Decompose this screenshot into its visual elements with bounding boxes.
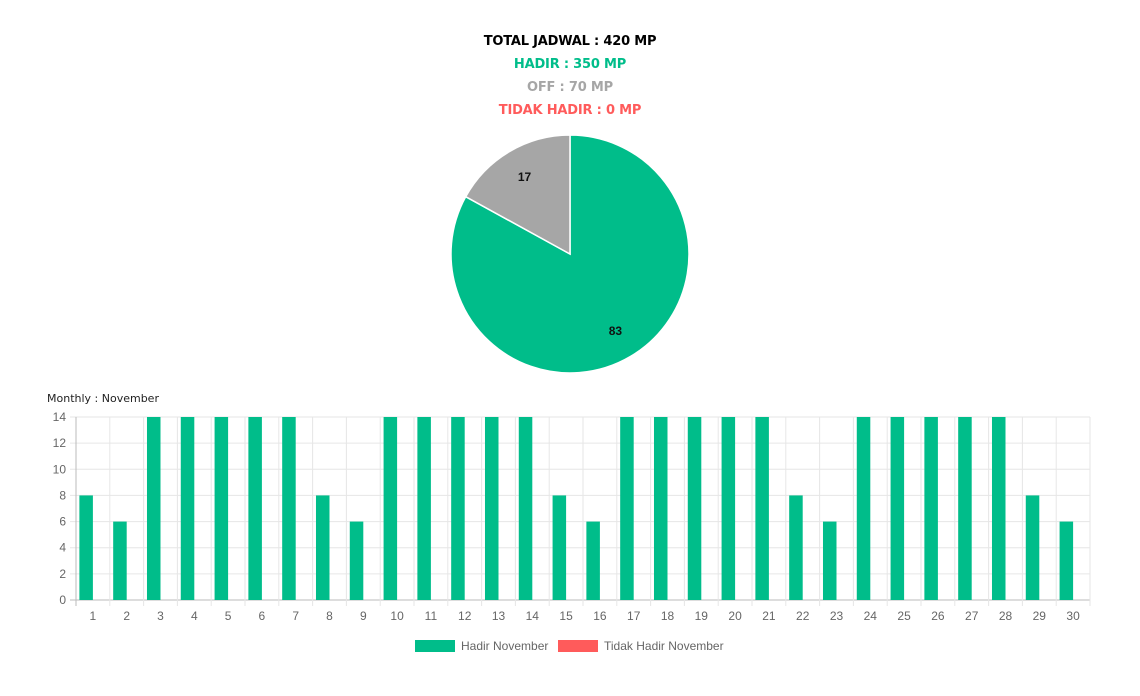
bar-hadir-7[interactable] xyxy=(282,417,296,600)
bar-hadir-25[interactable] xyxy=(890,417,905,600)
bar-hadir-18[interactable] xyxy=(653,417,668,600)
y-tick-label: 4 xyxy=(59,541,66,555)
x-tick-label: 1 xyxy=(90,609,97,623)
bar-hadir-6[interactable] xyxy=(248,417,262,600)
bar-hadir-11[interactable] xyxy=(417,417,431,600)
y-tick-label: 14 xyxy=(53,410,67,424)
bar-hadir-10[interactable] xyxy=(383,417,398,600)
bar-hadir-19[interactable] xyxy=(687,417,702,600)
pie-slice-label-0: 83 xyxy=(609,324,623,338)
x-tick-label: 18 xyxy=(661,609,675,623)
bar-hadir-9[interactable] xyxy=(349,521,364,600)
pie-slice-1[interactable] xyxy=(464,134,571,256)
legend-swatch-1[interactable] xyxy=(558,640,598,652)
bar-hadir-14[interactable] xyxy=(518,417,533,600)
legend-label-1[interactable]: Tidak Hadir November xyxy=(604,639,724,653)
x-tick-label: 27 xyxy=(965,609,979,623)
x-tick-label: 11 xyxy=(425,609,438,623)
bar-hadir-3[interactable] xyxy=(146,417,161,600)
bar-hadir-13[interactable] xyxy=(484,417,499,600)
x-tick-label: 12 xyxy=(458,609,472,623)
bar-hadir-20[interactable] xyxy=(721,417,736,600)
x-tick-label: 7 xyxy=(292,609,299,623)
y-tick-label: 12 xyxy=(53,436,67,450)
x-tick-label: 24 xyxy=(864,609,878,623)
x-tick-label: 23 xyxy=(830,609,844,623)
bar-hadir-2[interactable] xyxy=(113,521,127,600)
bar-hadir-24[interactable] xyxy=(856,417,871,600)
pie-slice-label-1: 17 xyxy=(518,170,532,184)
x-tick-label: 22 xyxy=(796,609,810,623)
attendance-pie-chart: 83 17 xyxy=(450,134,690,374)
off-count-label: OFF : 70 MP xyxy=(527,80,613,95)
x-tick-label: 3 xyxy=(157,609,164,623)
x-tick-label: 17 xyxy=(627,609,641,623)
present-count-label: HADIR : 350 MP xyxy=(513,57,627,72)
bar-hadir-4[interactable] xyxy=(180,417,195,600)
x-tick-label: 15 xyxy=(559,609,573,623)
bar-hadir-23[interactable] xyxy=(822,521,837,600)
x-tick-label: 29 xyxy=(1033,609,1047,623)
legend-swatch-0[interactable] xyxy=(415,640,455,652)
bar-hadir-29[interactable] xyxy=(1025,495,1040,600)
x-tick-label: 16 xyxy=(593,609,607,623)
x-tick-label: 30 xyxy=(1066,609,1080,623)
bar-hadir-1[interactable] xyxy=(79,495,93,600)
bar-hadir-5[interactable] xyxy=(214,417,229,600)
x-tick-label: 21 xyxy=(762,609,776,623)
x-tick-label: 28 xyxy=(999,609,1013,623)
legend-label-0[interactable]: Hadir November xyxy=(461,639,548,653)
y-tick-label: 0 xyxy=(59,593,66,607)
x-tick-label: 9 xyxy=(360,609,367,623)
bar-hadir-8[interactable] xyxy=(315,495,330,600)
y-tick-label: 8 xyxy=(59,488,66,502)
x-tick-label: 20 xyxy=(728,609,742,623)
x-tick-label: 25 xyxy=(897,609,911,623)
y-tick-label: 2 xyxy=(59,567,66,581)
bar-hadir-21[interactable] xyxy=(755,417,769,600)
bar-hadir-28[interactable] xyxy=(991,417,1006,600)
bar-hadir-27[interactable] xyxy=(958,417,972,600)
bar-hadir-30[interactable] xyxy=(1059,521,1074,600)
bar-hadir-17[interactable] xyxy=(620,417,634,600)
x-tick-label: 13 xyxy=(492,609,506,623)
x-tick-label: 4 xyxy=(191,609,198,623)
x-tick-label: 14 xyxy=(526,609,540,623)
x-tick-label: 6 xyxy=(259,609,266,623)
x-tick-label: 5 xyxy=(225,609,232,623)
x-tick-label: 19 xyxy=(695,609,709,623)
x-tick-label: 10 xyxy=(390,609,404,623)
absent-count-label: TIDAK HADIR : 0 MP xyxy=(498,103,642,118)
monthly-label: Monthly : November xyxy=(47,392,159,405)
y-tick-label: 10 xyxy=(53,462,67,476)
x-tick-label: 2 xyxy=(123,609,130,623)
bar-hadir-26[interactable] xyxy=(924,417,938,600)
y-tick-label: 6 xyxy=(59,515,66,529)
x-tick-label: 26 xyxy=(931,609,945,623)
x-tick-label: 8 xyxy=(326,609,333,623)
bar-hadir-22[interactable] xyxy=(789,495,803,600)
bar-hadir-15[interactable] xyxy=(552,495,567,600)
total-schedule-label: TOTAL JADWAL : 420 MP xyxy=(483,34,657,49)
bar-hadir-16[interactable] xyxy=(586,521,600,600)
bar-hadir-12[interactable] xyxy=(451,417,465,600)
